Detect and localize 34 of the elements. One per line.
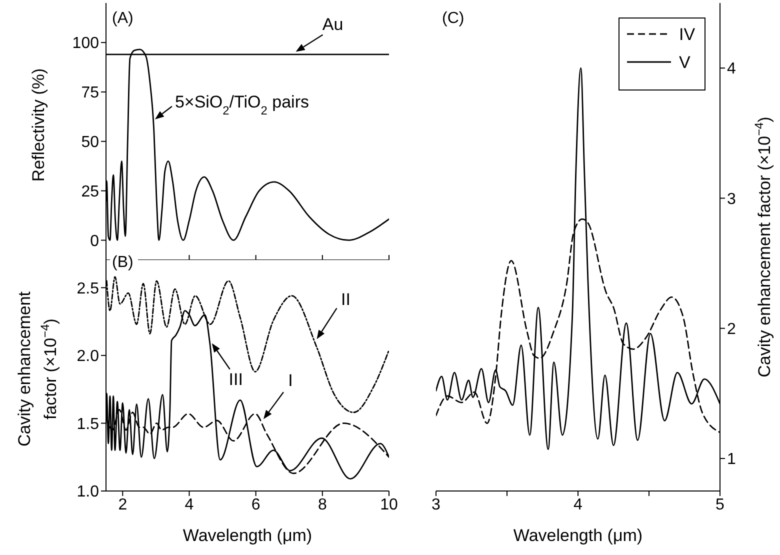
annotation: (C) [442,10,464,27]
y2-tick-label: 2 [727,321,736,338]
annotation: I [288,371,293,390]
x-tick-label: 5 [716,496,725,514]
x-axis-title: Wavelength (μm) [513,526,643,545]
annotation: III [228,370,243,390]
x-tick-label: 2 [118,496,128,514]
y-tick-label: 2.0 [76,348,100,366]
y-tick-label: 25 [81,183,100,200]
y-tick-label: 0 [90,232,100,250]
y-tick-label: 1.0 [76,484,100,501]
annotation: II [341,290,350,310]
x-tick-label: 3 [432,496,441,514]
y2-tick-label: 1 [727,451,736,468]
annotation: (A) [112,10,134,27]
x-tick-label: 4 [574,496,583,514]
y2-tick-label: 4 [727,60,736,78]
annotation: Au [322,14,344,34]
y-axis-title: Reflectivity (%) [29,68,48,182]
x-tick-label: 6 [251,496,260,514]
x-tick-label: 8 [318,496,327,514]
y-tick-label: 75 [81,84,100,102]
y-tick-label: 1.5 [76,416,100,433]
y-tick-label: 2.5 [76,280,100,298]
x-tick-label: 10 [380,496,398,514]
x-axis-title: Wavelength (μm) [182,526,312,545]
legend-label: IV [679,25,696,44]
y-tick-label: 100 [72,35,100,52]
annotation: 5×SiO$_{2}$/TiO$_{2}$ pairs [174,92,309,118]
y2-tick-label: 3 [727,190,736,208]
y-tick-label: 50 [81,134,100,152]
legend-label: V [679,53,691,72]
annotation: (B) [112,254,134,271]
x-tick-label: 4 [184,496,194,514]
